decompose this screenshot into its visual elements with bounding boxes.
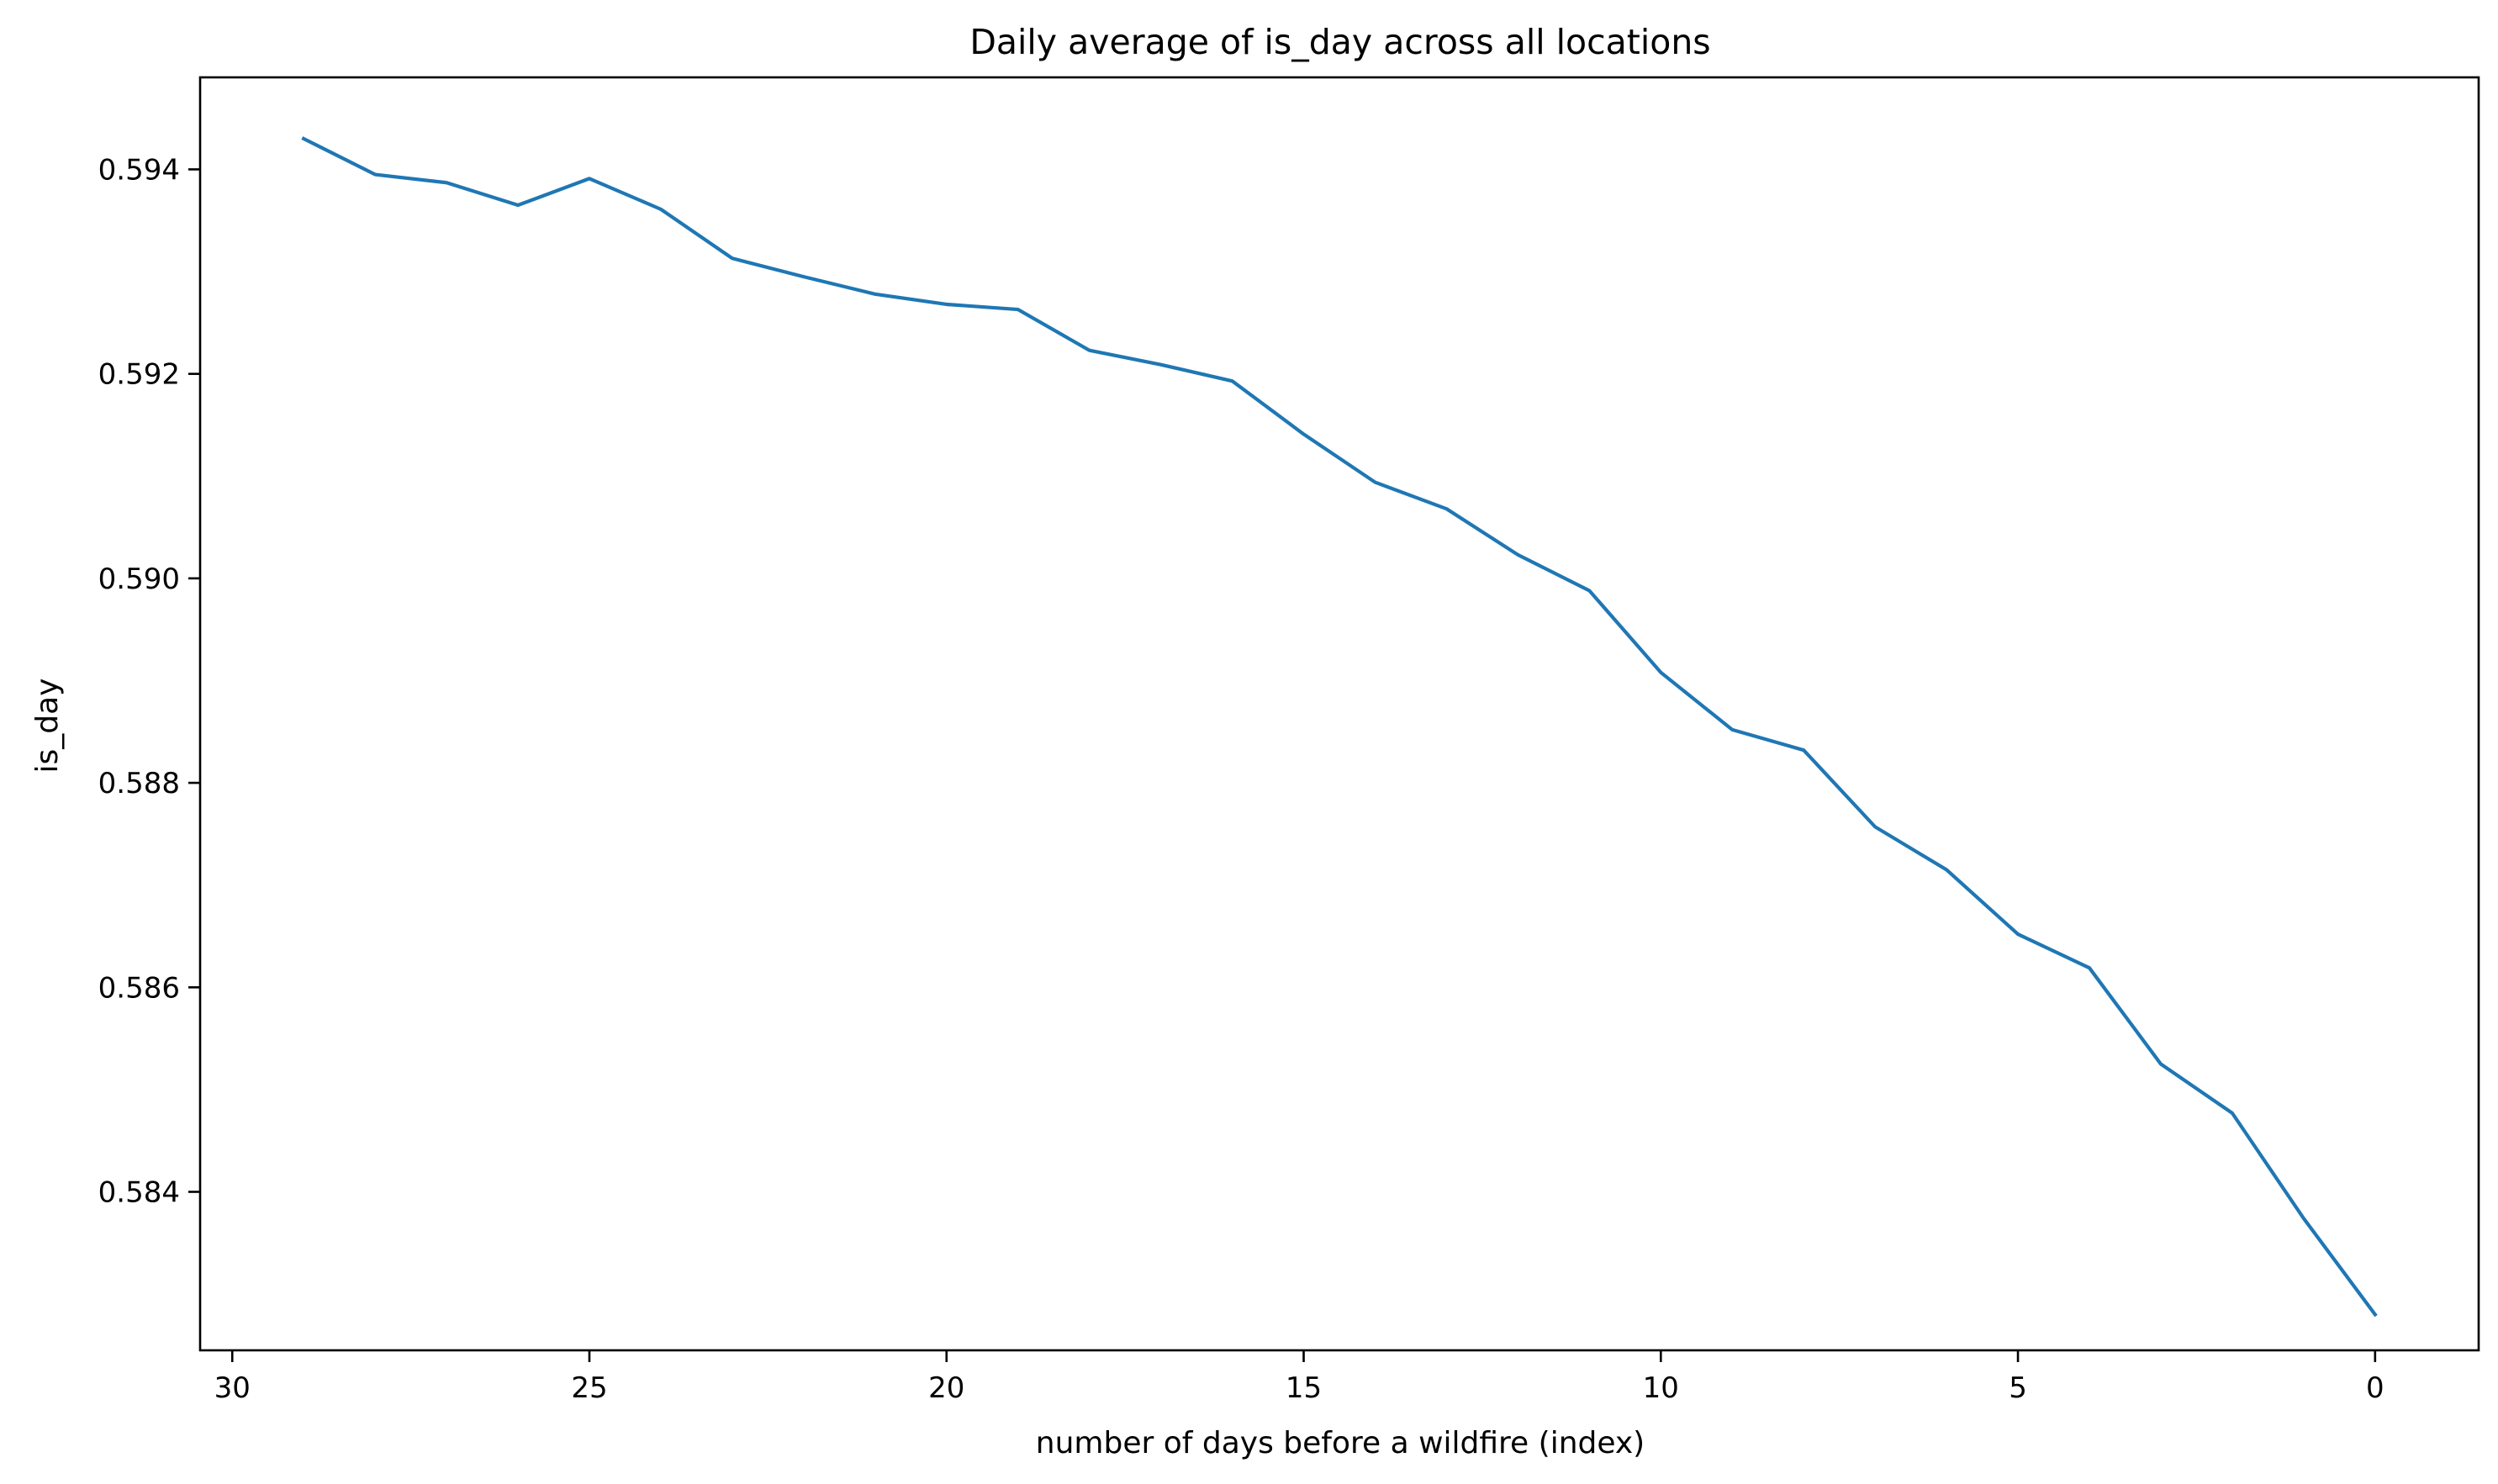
x-tick-label: 20: [928, 1371, 964, 1405]
y-tick-label: 0.590: [98, 562, 180, 596]
y-tick-label: 0.588: [98, 767, 180, 800]
x-tick-label: 25: [571, 1371, 607, 1405]
y-tick-label: 0.592: [98, 358, 180, 392]
y-axis-title: is_day: [30, 679, 65, 774]
y-tick-label: 0.594: [98, 153, 180, 187]
chart-title: Daily average of is_day across all locat…: [969, 22, 1710, 62]
plot-area: [198, 76, 2480, 1352]
x-tick-label: 30: [214, 1371, 251, 1405]
y-tick-label: 0.586: [98, 971, 180, 1005]
x-tick-label: 15: [1286, 1371, 1322, 1405]
y-tick-label: 0.584: [98, 1176, 180, 1210]
series-line-0: [301, 136, 2378, 1318]
x-tick-label: 0: [2366, 1371, 2384, 1405]
axis-ticks: 30 25 20 15 10 5 0 0.584 0.586 0.588 0.590 0.592 0.5…: [98, 153, 2384, 1405]
x-axis-title: number of days before a wildfire (index): [1036, 1426, 1645, 1460]
x-tick-label: 5: [2009, 1371, 2027, 1405]
axes-frame: [198, 76, 2480, 1352]
x-tick-label: 10: [1643, 1371, 1679, 1405]
